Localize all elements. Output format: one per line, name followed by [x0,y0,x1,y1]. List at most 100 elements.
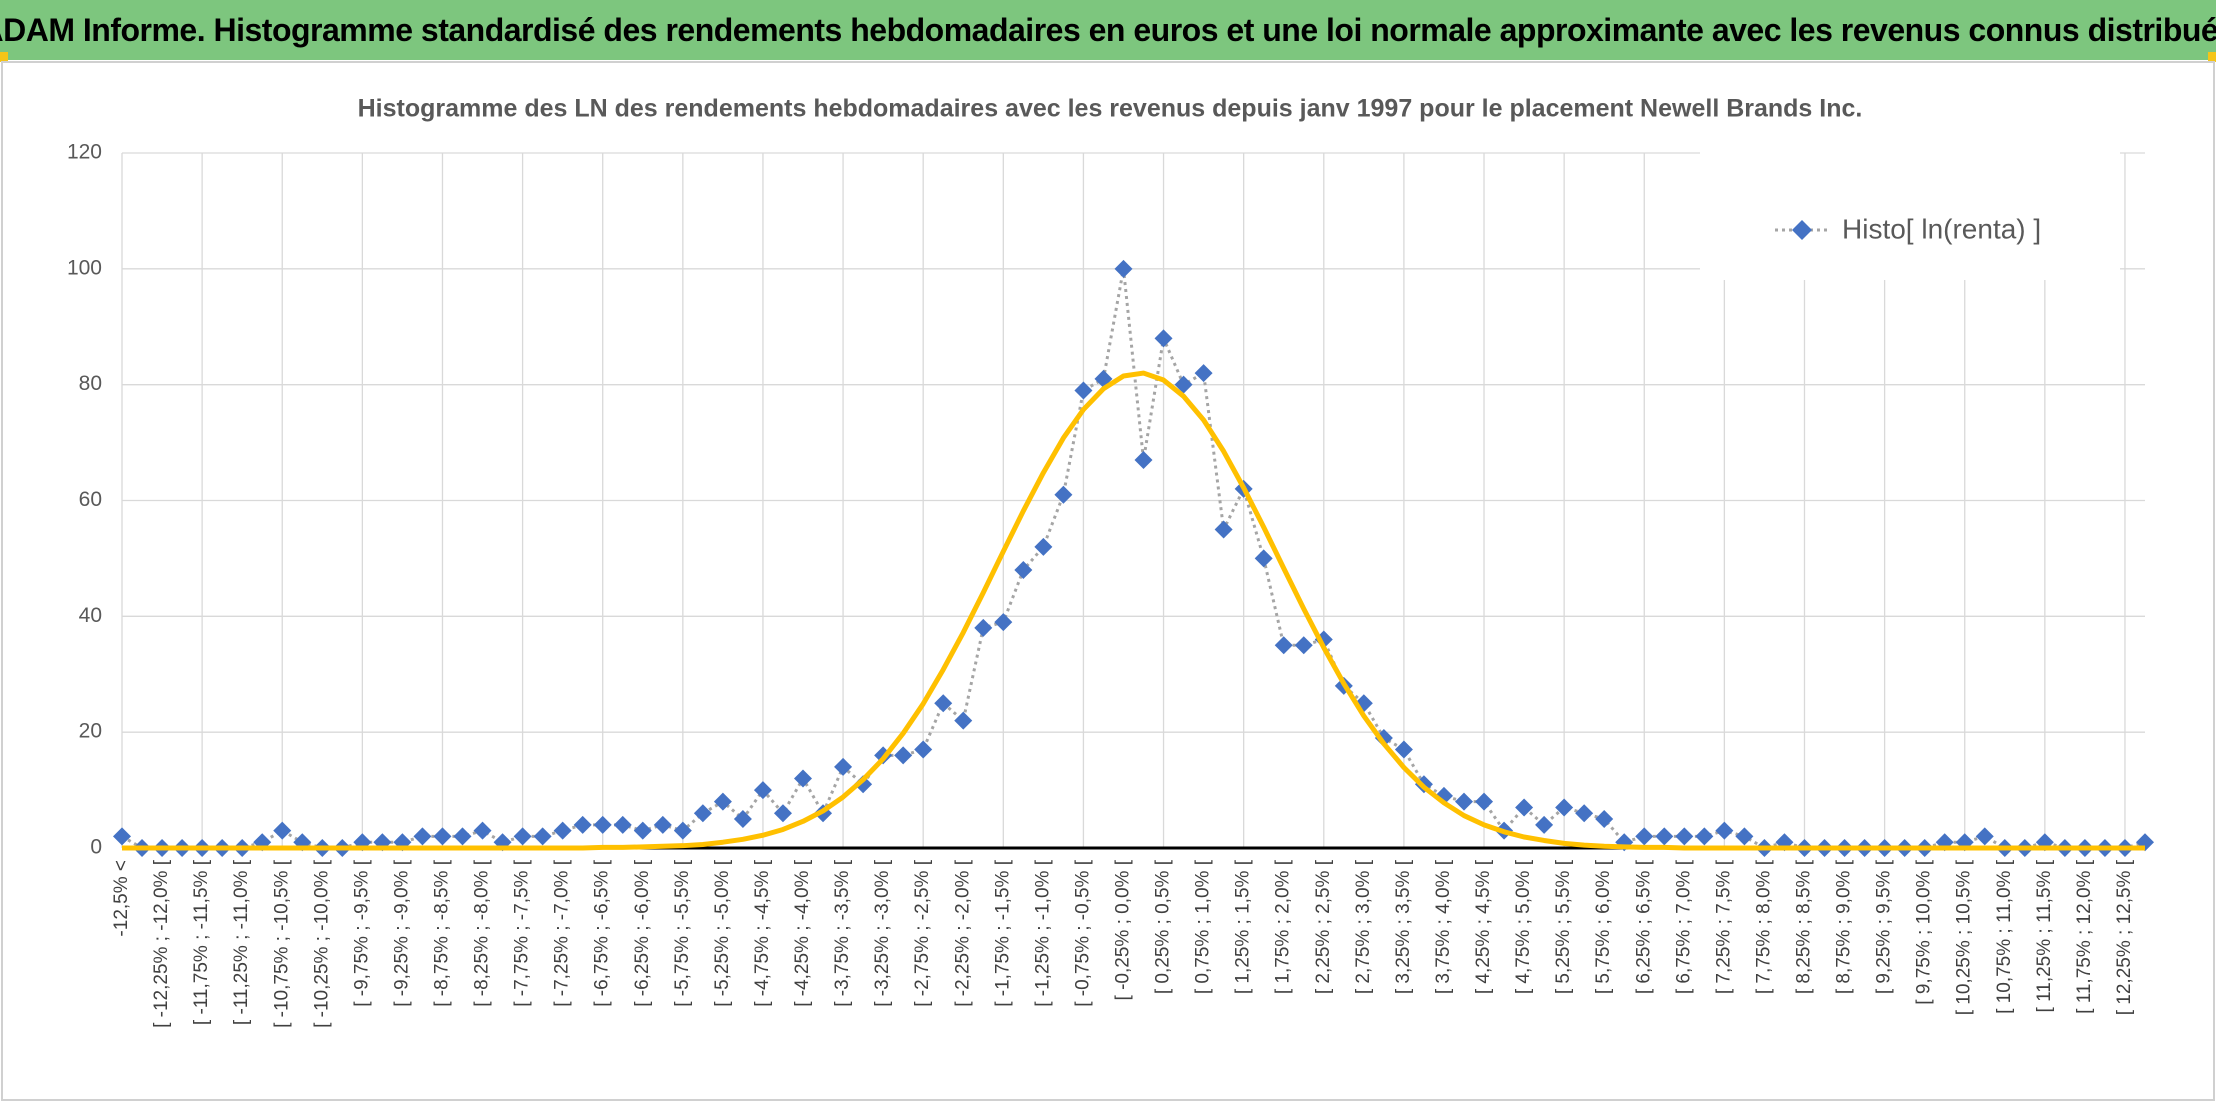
data-point [753,781,772,800]
x-tick-label: [ -2,75% ; -2,5% [ [912,859,933,1007]
data-point [1114,259,1133,278]
series-line [122,370,2145,851]
x-tick-label: [ -0,25% ; 0,0% [ [1113,859,1134,1000]
data-point [894,746,913,765]
x-tick-label: [ 10,75% ; 11,0% [ [1994,859,2015,1014]
x-tick-label: [ -10,75% ; -10,5% [ [271,859,292,1028]
data-point [1655,827,1674,846]
x-tick-label: [ 6,75% ; 7,0% [ [1673,859,1694,994]
x-tick-label: [ -6,75% ; -6,5% [ [592,859,613,1007]
x-tick-label: [ 1,75% ; 2,0% [ [1273,859,1294,994]
x-tick-label: [ -5,75% ; -5,5% [ [672,859,693,1007]
x-tick-label: [ 2,25% ; 2,5% [ [1313,859,1334,994]
data-point [733,810,752,829]
x-tick-label: [ -11,75% ; -11,5% [ [191,859,212,1025]
data-point [1014,561,1033,579]
x-tick-label: [ 4,25% ; 4,5% [ [1473,859,1494,994]
data-point [273,821,292,840]
data-point [453,827,472,846]
data-point [773,804,792,823]
chart-title: Histogramme des LN des rendements hebdom… [358,95,1863,123]
y-tick-label: 0 [90,836,102,859]
data-point [633,821,652,840]
x-tick-label: [ -3,75% ; -3,5% [ [832,859,853,1007]
data-point [1174,375,1193,394]
data-point [1454,792,1473,811]
data-point [1475,792,1494,811]
corner-accent [0,52,8,62]
y-tick-label: 120 [67,141,102,164]
data-point [533,827,552,846]
x-tick-label: [ 2,75% ; 3,0% [ [1353,859,1374,994]
x-tick-label: [ -12,25% ; -12,0% [ [151,859,172,1028]
x-tick-label: [ 1,25% ; 1,5% [ [1233,859,1254,994]
data-point [914,740,933,759]
data-point [613,815,632,834]
x-tick-label: -12,5% < [111,860,132,937]
data-point [693,804,712,823]
x-tick-label: [ 7,25% ; 7,5% [ [1713,859,1734,994]
x-tick-label: [ 4,75% ; 5,0% [ [1513,859,1534,994]
x-tick-label: [ -4,25% ; -4,0% [ [792,859,813,1007]
legend: Histo[ ln(renta) ] [1700,140,2120,280]
x-tick-label: [ -4,75% ; -4,5% [ [752,859,773,1007]
data-point [1575,804,1594,823]
data-point [653,815,672,834]
y-tick-label: 20 [79,720,102,743]
x-tick-label: [ -8,75% ; -8,5% [ [431,859,452,1007]
data-point [1695,827,1714,846]
header-title: ADAM Informe. Histogramme standardisé de… [0,0,2216,60]
x-tick-label: [ -11,25% ; -11,0% [ [231,859,252,1025]
x-tick-label: [ -1,25% ; -1,0% [ [1032,859,1053,1007]
data-point [1735,827,1754,846]
x-tick-label: [ 9,75% ; 10,0% [ [1914,859,1935,1004]
data-point [974,618,993,637]
x-tick-label: [ 5,25% ; 5,5% [ [1553,859,1574,994]
data-point [1214,520,1233,539]
x-tick-label: [ 11,75% ; 12,0% [ [2074,859,2095,1014]
data-point [794,769,813,788]
data-point [1254,549,1273,568]
data-point [513,827,532,846]
x-tick-label: [ 0,25% ; 0,5% [ [1153,859,1174,994]
data-point [573,815,592,834]
data-point [834,757,853,776]
y-tick-label: 80 [79,372,102,395]
x-tick-label: [ -3,25% ; -3,0% [ [872,859,893,1007]
data-point [994,613,1013,632]
x-tick-label: [ 7,75% ; 8,0% [ [1753,859,1774,994]
data-point [1134,450,1153,469]
x-tick-label: [ 5,75% ; 6,0% [ [1593,859,1614,994]
data-point [1515,798,1534,817]
x-tick-label: [ -9,75% ; -9,5% [ [351,859,372,1007]
data-point [113,827,131,846]
y-tick-label: 100 [67,256,102,279]
data-point [1394,740,1413,759]
x-tick-label: [ 3,25% ; 3,5% [ [1393,859,1414,994]
legend-label: Histo[ ln(renta) ] [1842,213,2041,244]
data-point [433,827,452,846]
x-tick-label: [ -7,75% ; -7,5% [ [512,859,533,1007]
x-tick-label: [ -1,75% ; -1,5% [ [992,859,1013,1007]
data-point [593,815,612,834]
data-point [713,792,732,811]
data-point [934,694,953,713]
x-tick-label: [ 12,25% ; 12,5% [ [2114,859,2135,1015]
data-point [1294,636,1313,655]
data-point [413,827,432,846]
x-tick-label: [ -9,25% ; -9,0% [ [391,859,412,1007]
data-point [673,821,692,840]
x-tick-label: [ 8,25% ; 8,5% [ [1794,859,1815,994]
legend-background [1700,140,2120,280]
x-tick-label: [ -7,25% ; -7,0% [ [552,859,573,1007]
data-point [1635,827,1654,846]
data-point [1715,821,1734,840]
x-tick-label: [ 6,25% ; 6,5% [ [1633,859,1654,994]
x-tick-label: [ -5,25% ; -5,0% [ [712,859,733,1007]
x-tick-label: [ -8,25% ; -8,0% [ [472,859,493,1007]
x-tick-label: [ 3,75% ; 4,0% [ [1433,859,1454,994]
data-point [1054,485,1073,504]
x-tick-label: [ -6,25% ; -6,0% [ [632,859,653,1007]
